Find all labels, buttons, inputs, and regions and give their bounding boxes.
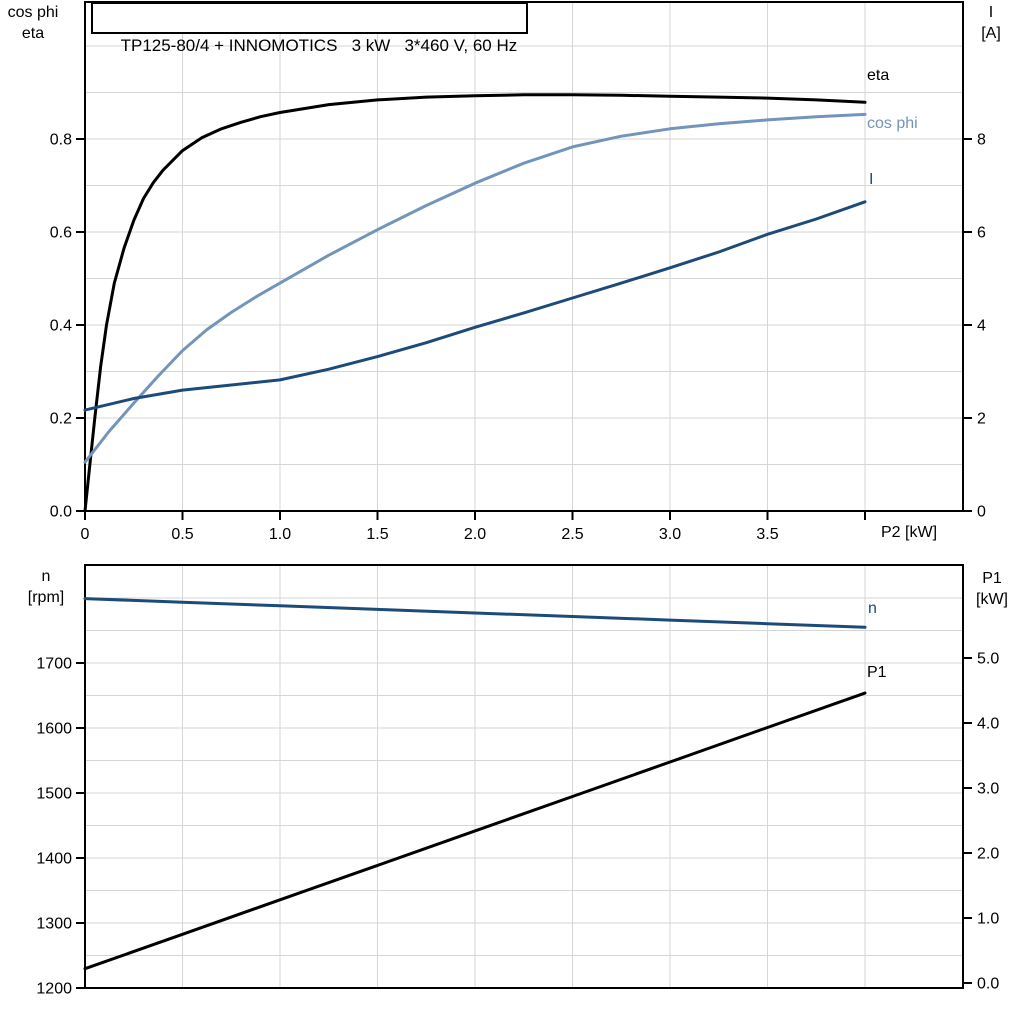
bottom-left-axis-line1: n [41, 568, 51, 585]
svg-text:0: 0 [81, 526, 90, 543]
svg-text:5.0: 5.0 [977, 651, 999, 668]
svg-text:0.5: 0.5 [171, 526, 193, 543]
bottom-right-axis-line2: [kW] [976, 591, 1008, 608]
top-left-axis-line2: eta [21, 25, 45, 42]
svg-text:0.4: 0.4 [50, 318, 72, 335]
x-axis-title: P2 [kW] [881, 524, 938, 541]
bottom-left-axis-label: n [rpm] [12, 566, 80, 608]
top-left-axis-line1: cos phi [7, 4, 59, 21]
svg-text:2.0: 2.0 [977, 846, 999, 863]
svg-text:1.0: 1.0 [977, 911, 999, 928]
curve-label-speed: n [868, 600, 877, 617]
svg-text:2: 2 [977, 411, 986, 428]
svg-text:0.0: 0.0 [50, 504, 72, 521]
bottom-left-axis-line2: [rpm] [27, 589, 65, 606]
curve-label-eta: eta [867, 67, 890, 84]
bottom-right-axis-line1: P1 [982, 570, 1002, 587]
svg-text:1500: 1500 [36, 786, 72, 803]
svg-text:2.5: 2.5 [561, 526, 583, 543]
svg-text:0: 0 [977, 504, 986, 521]
top-right-axis-label: I [A] [963, 2, 1019, 44]
svg-text:3.5: 3.5 [756, 526, 778, 543]
svg-text:1300: 1300 [36, 916, 72, 933]
svg-text:8: 8 [977, 132, 986, 149]
svg-text:0.8: 0.8 [50, 132, 72, 149]
bottom-right-axis-label: P1 [kW] [963, 568, 1021, 610]
svg-text:1600: 1600 [36, 721, 72, 738]
svg-text:1700: 1700 [36, 656, 72, 673]
curve-label-current: I [869, 171, 874, 188]
curve-label-p1: P1 [867, 664, 887, 681]
svg-text:1400: 1400 [36, 851, 72, 868]
svg-text:4.0: 4.0 [977, 716, 999, 733]
svg-text:0.0: 0.0 [977, 976, 999, 993]
top-right-axis-line1: I [988, 4, 994, 21]
svg-text:4: 4 [977, 318, 986, 335]
svg-text:3.0: 3.0 [977, 781, 999, 798]
svg-text:2.0: 2.0 [464, 526, 486, 543]
svg-text:1.5: 1.5 [366, 526, 388, 543]
svg-text:0.6: 0.6 [50, 225, 72, 242]
svg-text:3.0: 3.0 [659, 526, 681, 543]
chart-title: TP125-80/4 + INNOMOTICS 3 kW 3*460 V, 60… [120, 36, 518, 55]
top-right-axis-line2: [A] [981, 25, 1001, 42]
curve-label-cos-phi: cos phi [867, 115, 918, 132]
chart-title-box: TP125-80/4 + INNOMOTICS 3 kW 3*460 V, 60… [91, 2, 529, 55]
svg-text:6: 6 [977, 225, 986, 242]
svg-text:0.2: 0.2 [50, 411, 72, 428]
top-left-axis-label: cos phi eta [0, 2, 66, 44]
svg-text:1200: 1200 [36, 981, 72, 998]
svg-text:1.0: 1.0 [269, 526, 291, 543]
